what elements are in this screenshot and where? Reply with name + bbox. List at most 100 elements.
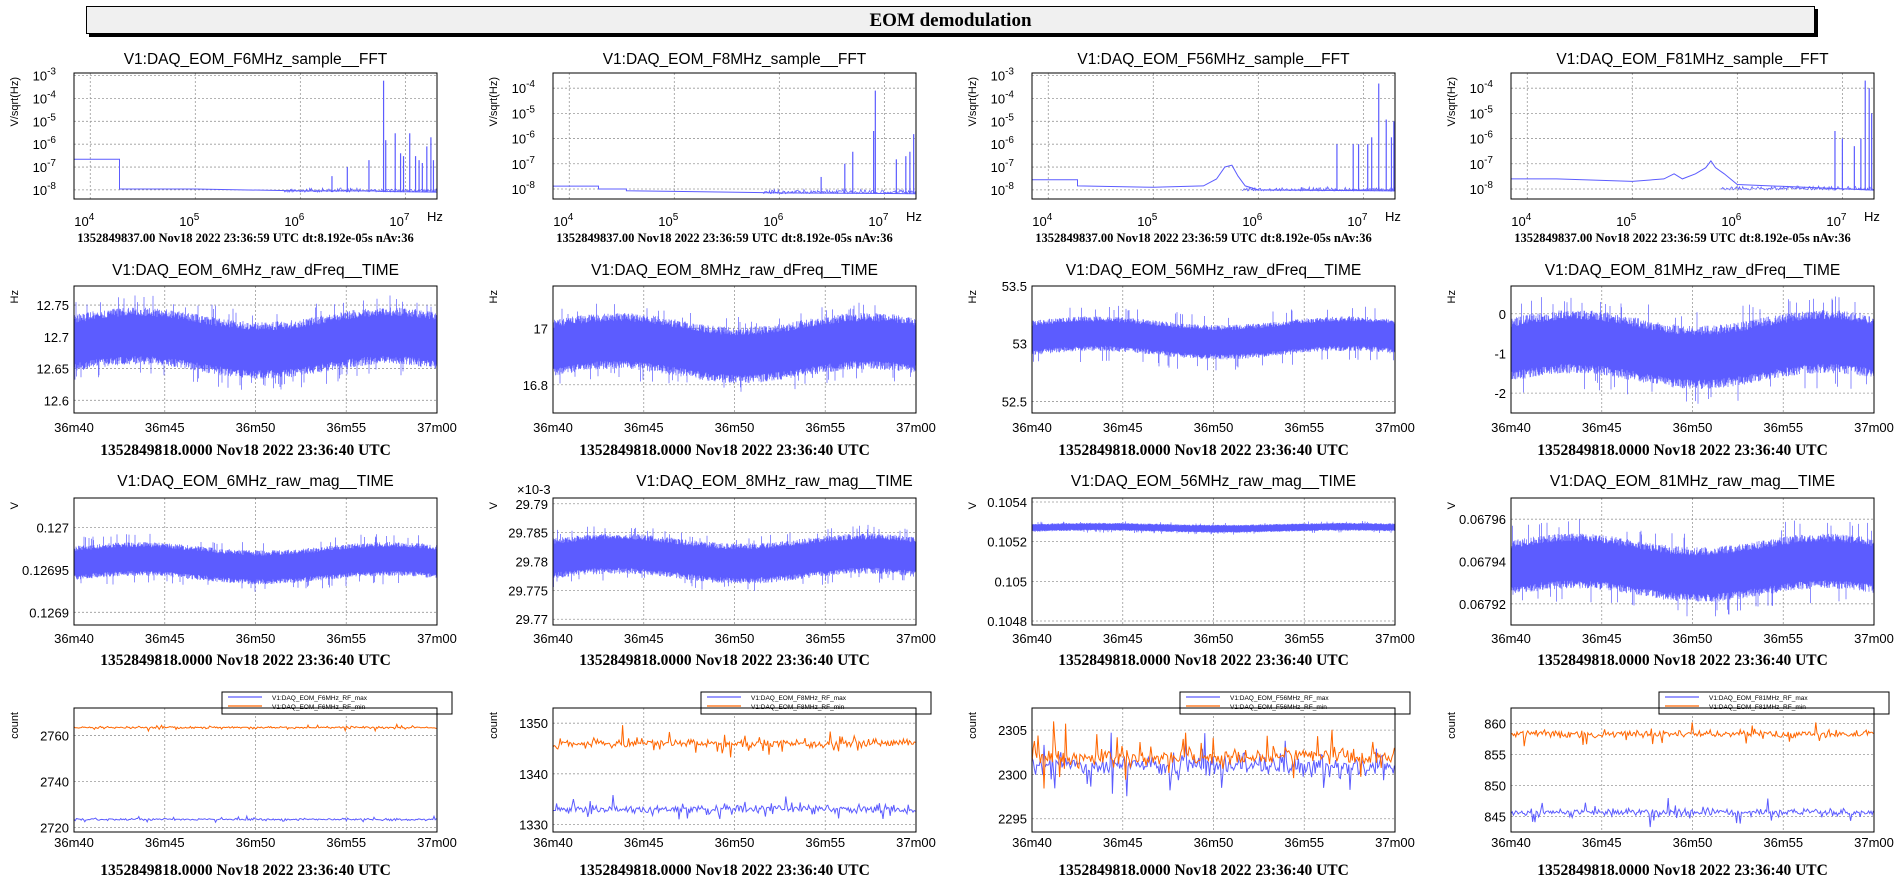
y-axis-label: V (9, 501, 21, 509)
x-tick-exponent: 4 (1526, 212, 1532, 223)
y-tick-label: 0 (1499, 307, 1506, 322)
chart-footer: 1352849818.0000 Nov18 2022 23:36:40 UTC (1058, 862, 1349, 879)
x-tick-label: 104 (553, 212, 573, 229)
chart-footer: 1352849837.00 Nov18 2022 23:36:59 UTC dt… (1035, 231, 1372, 245)
y-axis-label: Hz (488, 290, 500, 303)
y-tick-exponent: -7 (1005, 158, 1014, 169)
legend: V1:DAQ_EOM_F6MHz_RF_maxV1:DAQ_EOM_F6MHz_… (221, 691, 453, 715)
x-tick-label: 36m55 (805, 835, 845, 850)
y-axis-label: count (9, 712, 21, 739)
plot-frame (73, 72, 438, 200)
x-tick-label: 36m50 (1673, 420, 1713, 435)
plot-frame (73, 707, 438, 833)
x-tick-label: 36m40 (1491, 420, 1531, 435)
y-tick-label: 10-7 (991, 158, 1015, 175)
x-tick-label: 36m55 (1763, 631, 1803, 646)
plot-area (553, 524, 916, 591)
legend: V1:DAQ_EOM_F8MHz_RF_maxV1:DAQ_EOM_F8MHz_… (700, 691, 932, 715)
y-tick-label: 845 (1484, 810, 1506, 825)
y-tick-label: 0.127 (36, 521, 69, 536)
y-tick-label: 29.78 (515, 555, 548, 570)
plot-area (553, 725, 916, 820)
y-tick-exponent: -4 (1484, 79, 1493, 90)
y-tick-label: 10-8 (33, 181, 57, 198)
x-tick-label: 36m45 (1582, 420, 1622, 435)
y-tick-label: 2305 (998, 723, 1027, 738)
x-tick-label: 36m55 (805, 631, 845, 646)
x-tick-label: 37m00 (1375, 631, 1415, 646)
y-tick-label: 2295 (998, 812, 1027, 827)
time-series-band (1032, 305, 1395, 371)
chart-footer: 1352849818.0000 Nov18 2022 23:36:40 UTC (1537, 652, 1828, 669)
y-tick-label: 10-5 (33, 112, 57, 129)
plot-frame (1031, 285, 1396, 414)
x-tick-label: 36m50 (1673, 835, 1713, 850)
chart-r3c3: count 36m40 36m45 36m50 36m55 37m00 845 850 855 8… (1446, 691, 1894, 879)
y-tick-exponent: -7 (526, 155, 535, 166)
y-tick-label: 12.75 (36, 298, 69, 313)
plot-area (553, 302, 916, 392)
x-tick-label: 36m45 (1582, 835, 1622, 850)
plot-area (1032, 521, 1395, 535)
x-tick-label: 36m40 (1012, 420, 1052, 435)
x-tick-label: 36m50 (236, 835, 276, 850)
x-tick-label: 105 (179, 212, 199, 229)
chart-title: V1:DAQ_EOM_F8MHz_sample__FFT (603, 51, 867, 68)
y-tick-exponent: -4 (526, 79, 535, 90)
x-tick-label: 36m40 (54, 420, 94, 435)
chart-footer: 1352849818.0000 Nov18 2022 23:36:40 UTC (100, 442, 391, 459)
y-tick-label: 10-6 (991, 135, 1015, 152)
x-tick-label: 36m40 (533, 835, 573, 850)
y-tick-label: 0.06794 (1459, 555, 1506, 570)
y-tick-label: 10-6 (1470, 130, 1494, 147)
plot-frame (552, 285, 917, 414)
y-tick-label: 29.775 (508, 583, 548, 598)
x-unit-label: Hz (427, 209, 443, 224)
y-tick-label: 1330 (519, 817, 548, 832)
x-tick-label: 107 (1826, 212, 1846, 229)
plot-frame (552, 497, 917, 626)
x-tick-label: 36m40 (533, 420, 573, 435)
x-tick-label: 36m45 (1103, 835, 1143, 850)
spectrum-line (1511, 160, 1874, 191)
y-axis-label: V (488, 501, 500, 509)
y-tick-exponent: -6 (1005, 135, 1014, 146)
y-tick-label: 0.105 (994, 574, 1027, 589)
count-series-line (553, 795, 916, 820)
chart-footer: 1352849818.0000 Nov18 2022 23:36:40 UTC (1058, 442, 1349, 459)
spectrum-line (1032, 164, 1395, 192)
y-axis-label: V/sqrt(Hz) (9, 77, 21, 127)
time-series-band (1511, 296, 1874, 404)
y-tick-label: 10-7 (512, 155, 536, 172)
y-tick-label: 0.12695 (22, 563, 69, 578)
x-tick-label: 104 (1032, 212, 1052, 229)
chart-r1c1: V1:DAQ_EOM_8MHz_raw_dFreq__TIME Hz 36m40 36… (488, 262, 936, 459)
x-tick-label: 36m40 (54, 835, 94, 850)
x-tick-label: 37m00 (1854, 835, 1894, 850)
chart-title: V1:DAQ_EOM_8MHz_raw_mag__TIME (636, 473, 913, 490)
plot-area (553, 90, 916, 195)
x-tick-label: 107 (1347, 212, 1367, 229)
plot-area (74, 295, 437, 390)
plot-frame (552, 72, 917, 200)
y-tick-label: 10-5 (1470, 104, 1494, 121)
y-axis-label: V/sqrt(Hz) (967, 77, 979, 127)
y-tick-label: 1350 (519, 716, 548, 731)
y-axis-label: count (488, 712, 500, 739)
legend-label: V1:DAQ_EOM_F56MHz_RF_max (1230, 695, 1329, 702)
x-tick-label: 36m50 (1673, 631, 1713, 646)
legend-label: V1:DAQ_EOM_F8MHz_RF_max (751, 695, 847, 702)
x-tick-label: 36m45 (145, 631, 185, 646)
y-tick-label: 10-5 (991, 112, 1015, 129)
x-tick-exponent: 6 (299, 212, 305, 223)
y-tick-exponent: -3 (1005, 67, 1014, 78)
y-tick-label: 10-4 (991, 89, 1015, 106)
y-tick-label: 10-6 (512, 130, 536, 147)
x-tick-label: 37m00 (896, 835, 936, 850)
y-tick-label: 10-7 (1470, 155, 1494, 172)
plot-frame (1031, 72, 1396, 200)
x-tick-label: 37m00 (896, 420, 936, 435)
y-tick-label: 10-8 (512, 180, 536, 197)
x-unit-label: Hz (1864, 209, 1880, 224)
x-unit-label: Hz (906, 209, 922, 224)
